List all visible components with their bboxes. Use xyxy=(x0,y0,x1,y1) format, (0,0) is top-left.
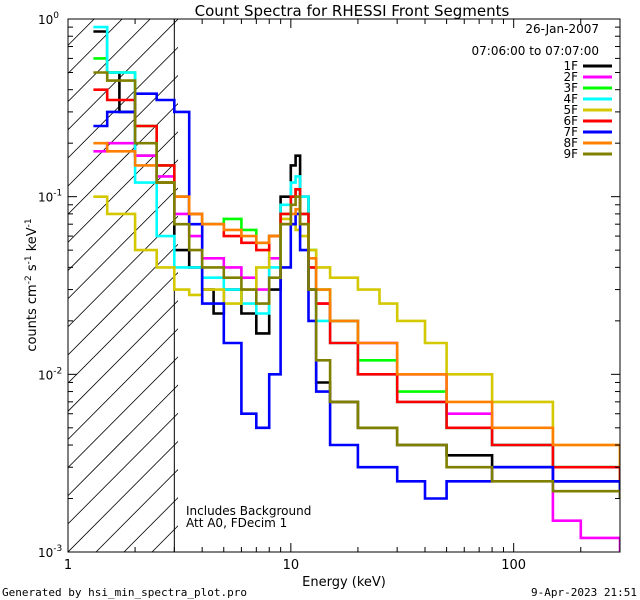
date-footer: 9-Apr-2023 21:51 xyxy=(531,586,637,599)
background-note: Includes Background xyxy=(186,504,311,518)
series-9F-line xyxy=(93,71,620,499)
x-tick-label: 100 xyxy=(501,558,526,573)
x-tick-labels: 1 10 100 xyxy=(64,558,526,573)
hatch-line xyxy=(68,243,178,356)
legend-label-9F: 9F xyxy=(563,147,578,161)
excluded-energy-hatch xyxy=(68,19,178,552)
series-layer xyxy=(93,25,620,552)
x-tick-label: 10 xyxy=(283,558,300,573)
time-range-label: 07:06:00 to 07:07:00 xyxy=(472,44,599,58)
y-tick-base: 10 xyxy=(38,546,53,560)
y-axis-label: counts cm-2 s-1 keV-1 xyxy=(24,218,40,351)
legend-label-6F: 6F xyxy=(563,114,578,128)
y-tick-exponent: -1 xyxy=(53,189,62,199)
attenuator-note: Att A0, FDecim 1 xyxy=(186,516,287,530)
date-label: 26-Jan-2007 xyxy=(525,22,599,36)
generator-footer: Generated by hsi_min_spectra_plot.pro xyxy=(2,586,247,599)
legend-label-5F: 5F xyxy=(563,103,578,117)
y-tick-base: 10 xyxy=(38,368,53,382)
y-tick-label: 100 xyxy=(38,11,59,27)
y-tick-label: 10-1 xyxy=(38,189,62,205)
hatch-line xyxy=(68,215,178,328)
legend-label-4F: 4F xyxy=(563,92,578,106)
hatch-line xyxy=(68,356,178,469)
y-tick-exponent: -2 xyxy=(53,366,62,376)
chart-title: Count Spectra for RHESSI Front Segments xyxy=(195,2,510,20)
legend-label-2F: 2F xyxy=(563,70,578,84)
y-tick-exponent: 0 xyxy=(53,11,59,21)
legend-label-1F: 1F xyxy=(563,59,578,73)
hatch-line xyxy=(68,46,178,159)
legend-label-3F: 3F xyxy=(563,81,578,95)
y-tick-label: 10-2 xyxy=(38,366,62,382)
hatch-line xyxy=(68,412,178,525)
hatch-line xyxy=(68,384,178,497)
hatch-line xyxy=(68,74,178,187)
y-tick-exponent: -3 xyxy=(53,544,62,554)
hatch-line xyxy=(68,187,178,300)
hatch-line xyxy=(68,19,178,131)
y-tick-base: 10 xyxy=(38,191,53,205)
x-axis-label: Energy (keV) xyxy=(302,575,386,590)
plot-frame xyxy=(67,18,621,553)
hatch-line xyxy=(68,440,178,552)
y-tick-label: 10-3 xyxy=(38,544,62,560)
legend-label-8F: 8F xyxy=(563,136,578,150)
y-tick-base: 10 xyxy=(38,13,53,27)
x-tick-label: 1 xyxy=(64,558,72,573)
hatch-line xyxy=(68,19,151,103)
axis-ticks xyxy=(67,19,621,553)
legend-label-7F: 7F xyxy=(563,125,578,139)
